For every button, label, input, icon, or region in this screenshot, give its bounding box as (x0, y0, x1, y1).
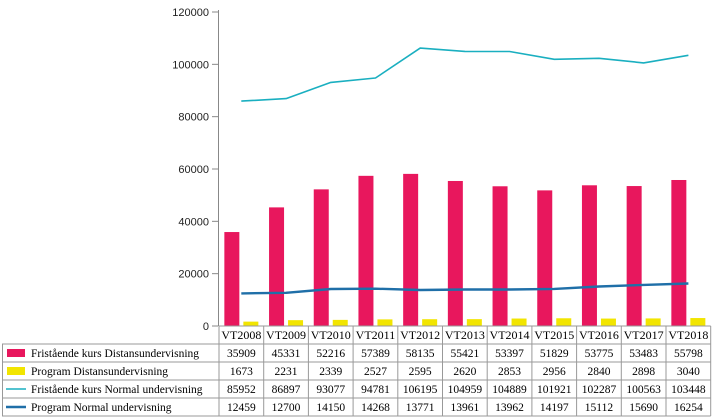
bar (332, 319, 348, 326)
y-axis: 0 20000 40000 60000 80000 100000 120000 (172, 7, 219, 333)
data-cell: 93077 (316, 384, 345, 396)
data-cell: 15112 (585, 402, 614, 414)
data-cell: 51829 (540, 348, 569, 360)
data-cell: 52216 (316, 348, 345, 360)
x-category-label: VT2015 (534, 328, 574, 342)
bar (626, 186, 642, 326)
bars (224, 173, 706, 326)
data-cell: 13962 (495, 402, 524, 414)
bar (492, 186, 508, 326)
data-cell: 2231 (275, 366, 298, 378)
data-table: VT2008 VT2009 VT2010 VT2011 VT2012 VT2013 VT20… (2, 325, 712, 417)
legend-key (7, 349, 25, 357)
data-cell: 55798 (674, 348, 703, 360)
data-cell: 2620 (453, 366, 476, 378)
bar (511, 318, 527, 326)
data-cell: 85952 (227, 384, 256, 396)
bar (313, 189, 329, 326)
bar (581, 185, 597, 326)
x-category-label: VT2012 (400, 328, 440, 342)
bar (671, 179, 687, 326)
data-cell: 15690 (629, 402, 658, 414)
bar (403, 173, 419, 326)
x-category-label: VT2018 (668, 328, 708, 342)
data-cell: 13771 (406, 402, 435, 414)
data-cell: 57389 (361, 348, 390, 360)
x-category-label: VT2017 (624, 328, 664, 342)
y-tick-label: 0 (203, 321, 209, 333)
bar (224, 232, 240, 326)
data-cell: 106195 (403, 384, 438, 396)
y-tick-label: 100000 (172, 59, 209, 71)
data-cell: 13961 (450, 402, 479, 414)
data-cell: 102287 (582, 384, 617, 396)
bar (645, 318, 661, 326)
x-category-label: VT2011 (356, 328, 396, 342)
data-cell: 12459 (227, 402, 256, 414)
x-category-label: VT2014 (490, 328, 530, 342)
bar (466, 319, 482, 326)
bar (690, 318, 706, 326)
y-tick-label: 60000 (178, 164, 209, 176)
x-category-label: VT2013 (445, 328, 485, 342)
series-lines (241, 47, 689, 295)
data-cell: 104889 (492, 384, 527, 396)
data-cell: 14197 (540, 402, 569, 414)
data-cell: 3040 (677, 366, 700, 378)
x-category-label: VT2010 (311, 328, 351, 342)
data-cell: 53397 (495, 348, 524, 360)
data-cell: 2339 (319, 366, 342, 378)
data-cell: 1673 (230, 366, 253, 378)
data-cell: 14268 (361, 402, 390, 414)
y-tick-label: 120000 (172, 7, 209, 19)
series-name: Program Distansundervisning (31, 366, 168, 378)
x-category-label: VT2016 (579, 328, 619, 342)
series-line (241, 47, 689, 102)
y-tick-label: 20000 (178, 269, 209, 281)
data-cell: 35909 (227, 348, 256, 360)
data-cell: 55421 (450, 348, 479, 360)
y-tick-label: 40000 (178, 216, 209, 228)
data-cell: 2853 (498, 366, 521, 378)
data-cell: 2840 (587, 366, 610, 378)
data-cell: 2595 (409, 366, 432, 378)
data-cell: 12700 (272, 402, 301, 414)
legend-key (7, 367, 25, 375)
bar (243, 321, 259, 326)
bar (288, 320, 304, 326)
series-name: Program Normal undervisning (31, 402, 172, 414)
x-category-label: VT2008 (221, 328, 261, 342)
data-cell: 86897 (272, 384, 301, 396)
bar (358, 175, 374, 326)
bar (600, 318, 616, 326)
data-cell: 2956 (543, 366, 566, 378)
data-cell: 2898 (632, 366, 655, 378)
data-cell: 100563 (626, 384, 661, 396)
series-name: Fristående kurs Distansundervisning (31, 347, 199, 360)
y-tick-label: 80000 (178, 112, 209, 124)
bar (377, 319, 393, 326)
bar (447, 180, 463, 326)
bar (537, 190, 553, 326)
data-cell: 101921 (537, 384, 572, 396)
data-cell: 45331 (272, 348, 301, 360)
bar (269, 207, 285, 326)
data-cell: 104959 (448, 384, 483, 396)
x-category-label: VT2009 (266, 328, 306, 342)
series-line (241, 282, 689, 295)
bar (422, 319, 438, 326)
data-cell: 58135 (406, 348, 435, 360)
data-cell: 16254 (674, 402, 703, 414)
data-cell: 53483 (629, 348, 658, 360)
data-cell: 94781 (361, 384, 390, 396)
bar (556, 318, 572, 326)
data-cell: 2527 (364, 366, 387, 378)
data-cell: 53775 (585, 348, 614, 360)
data-cell: 14150 (316, 402, 345, 414)
series-name: Fristående kurs Normal undervisning (31, 383, 203, 396)
data-cell: 103448 (671, 384, 706, 396)
